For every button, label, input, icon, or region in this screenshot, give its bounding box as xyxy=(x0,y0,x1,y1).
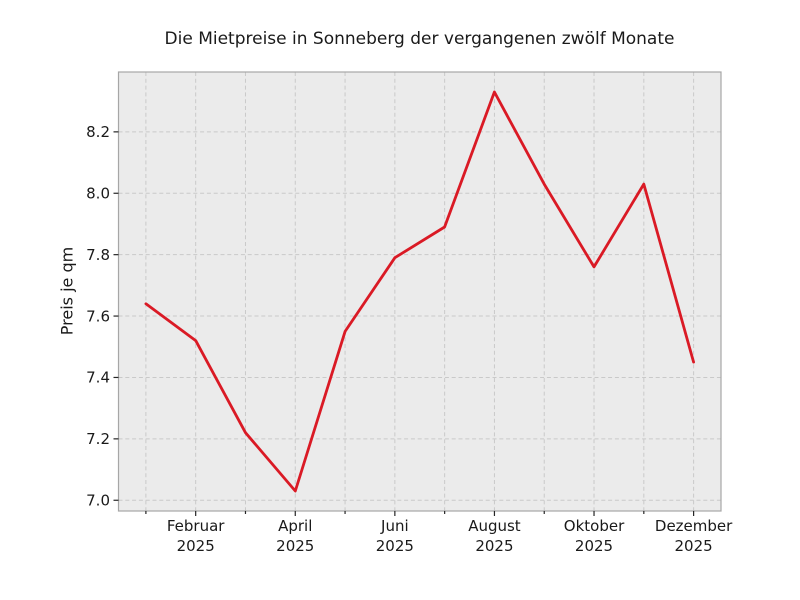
x-tick-year-label: 2025 xyxy=(177,537,215,555)
x-tick-label: April xyxy=(278,517,312,535)
y-tick-label: 8.2 xyxy=(86,123,110,141)
plot-background xyxy=(118,72,721,511)
y-tick-label: 7.4 xyxy=(86,369,110,387)
grid xyxy=(118,72,721,511)
y-tick-label: 7.0 xyxy=(86,491,110,509)
x-tick-label: August xyxy=(468,517,521,535)
x-tick-year-label: 2025 xyxy=(575,537,613,555)
plot-border xyxy=(117,71,722,512)
x-tick-label: Dezember xyxy=(655,517,733,535)
price-line xyxy=(144,90,695,493)
y-tick-label: 7.8 xyxy=(86,246,110,264)
y-tick-label: 7.2 xyxy=(86,430,110,448)
x-tick-year-label: 2025 xyxy=(276,537,314,555)
x-tick-year-label: 2025 xyxy=(675,537,713,555)
x-tick-year-label: 2025 xyxy=(376,537,414,555)
x-tick-label: Oktober xyxy=(564,517,625,535)
chart-title: Die Mietpreise in Sonneberg der vergange… xyxy=(164,29,675,49)
tick-marks xyxy=(113,131,695,516)
y-tick-label: 7.6 xyxy=(86,307,110,325)
x-tick-label: Juni xyxy=(380,517,409,535)
x-tick-year-label: 2025 xyxy=(475,537,513,555)
x-tick-label: Februar xyxy=(167,517,225,535)
y-tick-label: 8.0 xyxy=(86,184,110,202)
